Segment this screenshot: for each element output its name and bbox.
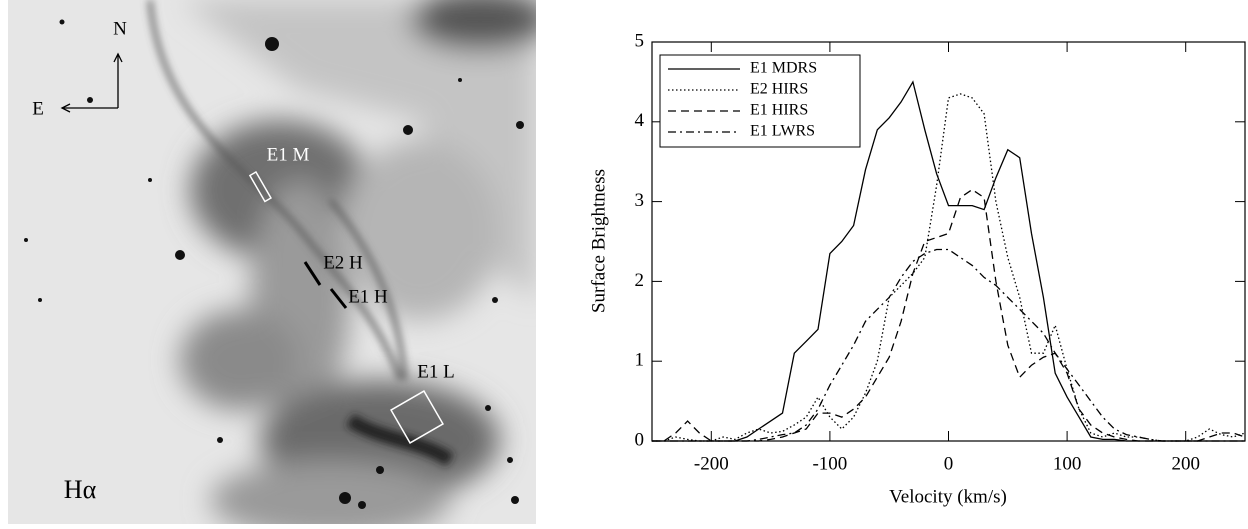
- y-tick-label: 4: [635, 110, 645, 131]
- y-tick-label: 2: [635, 270, 645, 291]
- figure: N E E1 M E2 H E1 H E1 L Hα Velocity (km/…: [0, 0, 1248, 524]
- legend-label: E2 HIRS: [750, 81, 808, 98]
- slit-label: E2 H: [323, 252, 363, 273]
- halpha-image: N E E1 M E2 H E1 H E1 L Hα: [8, 0, 550, 524]
- y-tick-label: 1: [635, 350, 645, 371]
- x-tick-label: 0: [944, 453, 954, 474]
- slit-label: E1 H: [348, 286, 388, 307]
- north-label: N: [113, 18, 127, 39]
- x-tick-label: -100: [812, 453, 847, 474]
- slit-label: E1 M: [267, 144, 310, 165]
- y-axis-label: Surface Brightness: [588, 169, 609, 313]
- filter-label: Hα: [64, 475, 97, 504]
- y-tick-label: 5: [635, 30, 645, 51]
- legend-label: E1 LWRS: [750, 123, 815, 140]
- legend-label: E1 MDRS: [750, 60, 817, 77]
- series-line: [652, 190, 1245, 441]
- x-tick-label: 200: [1171, 453, 1200, 474]
- east-label: E: [32, 98, 44, 119]
- x-tick-label: 100: [1053, 453, 1082, 474]
- y-tick-label: 3: [635, 190, 645, 211]
- x-axis-label: Velocity (km/s): [889, 486, 1007, 507]
- slit-label: E1 L: [417, 361, 454, 382]
- x-tick-label: -200: [694, 453, 729, 474]
- series-line: [652, 250, 1245, 442]
- legend-label: E1 HIRS: [750, 102, 808, 119]
- y-tick-label: 0: [635, 429, 645, 450]
